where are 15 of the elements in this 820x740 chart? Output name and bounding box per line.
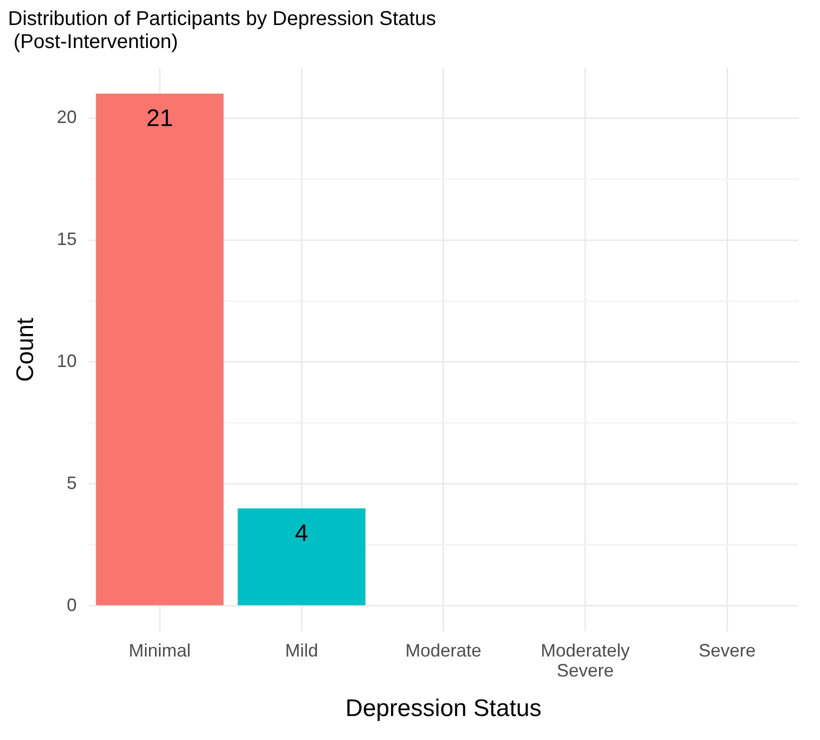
data-label: 21 (146, 105, 174, 132)
data-label: 4 (294, 520, 308, 548)
x-axis-title: Depression Status (345, 695, 542, 722)
y-tick-label: 20 (56, 106, 77, 127)
y-axis-title: Count (12, 317, 40, 382)
y-tick-label: 15 (56, 228, 77, 249)
x-tick-label: Severe (698, 640, 756, 660)
x-tick-label: Moderate (405, 640, 482, 660)
y-tick-label: 5 (66, 472, 77, 493)
y-tick-label: 10 (56, 350, 77, 371)
y-tick-label: 0 (66, 594, 77, 615)
x-tick-label: Mild (285, 640, 318, 660)
chart-title: Distribution of Participants by Depression Status (Post-Intervention) (8, 8, 436, 54)
x-tick-label: Minimal (128, 640, 191, 660)
x-tick-label: Moderately Severe (540, 640, 630, 680)
